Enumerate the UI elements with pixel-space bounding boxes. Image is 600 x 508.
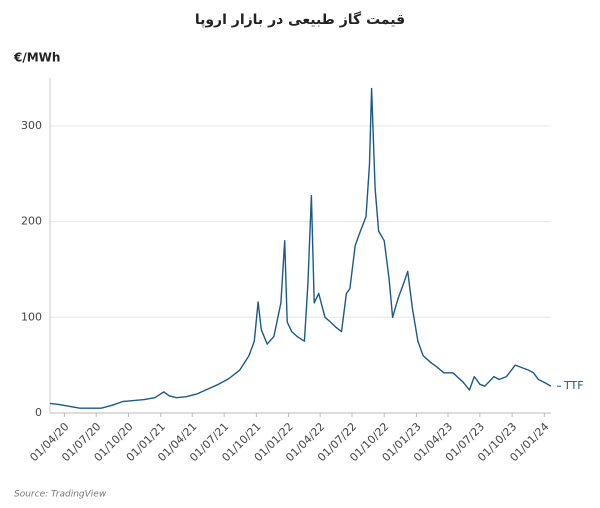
y-tick-label: 0 [35,406,42,419]
y-tick-label: 300 [21,119,42,132]
y-axis-label: €/MWh [13,51,60,65]
source: Source: TradingView [14,490,107,500]
y-tick-label: 200 [21,215,42,228]
series-label: TTF [563,379,584,392]
y-tick-label: 100 [21,310,42,323]
chart-title: قیمت گاز طبیعی در بازار اروپا [195,11,405,28]
data-line [49,87,552,409]
